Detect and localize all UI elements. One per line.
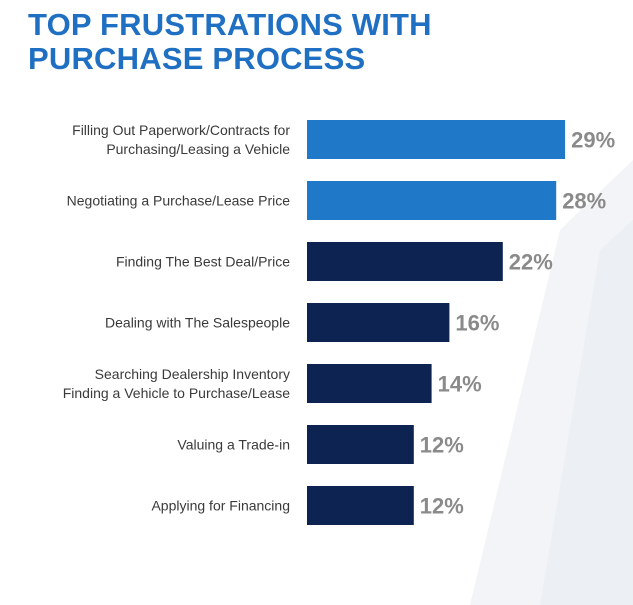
category-label: Finding a Vehicle to Purchase/Lease xyxy=(63,385,290,401)
bar xyxy=(307,242,503,281)
chart-title: TOP FRUSTRATIONS WITH PURCHASE PROCESS xyxy=(28,8,588,76)
category-label: Finding The Best Deal/Price xyxy=(116,254,290,270)
bar xyxy=(307,364,432,403)
chart-title-line-1: TOP FRUSTRATIONS WITH xyxy=(28,7,432,42)
category-label: Searching Dealership Inventory xyxy=(95,366,290,382)
value-label: 16% xyxy=(455,311,499,336)
value-label: 29% xyxy=(571,128,615,153)
category-label: Applying for Financing xyxy=(151,498,290,514)
bar xyxy=(307,425,414,464)
value-label: 12% xyxy=(420,494,464,519)
category-label: Negotiating a Purchase/Lease Price xyxy=(67,193,291,209)
category-label: Filling Out Paperwork/Contracts for xyxy=(72,122,290,138)
value-label: 28% xyxy=(562,189,606,214)
chart-title-line-2: PURCHASE PROCESS xyxy=(28,41,366,76)
category-label: Purchasing/Leasing a Vehicle xyxy=(106,141,290,157)
category-label: Dealing with The Salespeople xyxy=(105,315,290,331)
category-label: Valuing a Trade-in xyxy=(177,437,290,453)
value-label: 22% xyxy=(509,250,553,275)
bar xyxy=(307,120,566,159)
bar xyxy=(307,181,557,220)
value-label: 12% xyxy=(420,433,464,458)
bar xyxy=(307,486,414,525)
value-label: 14% xyxy=(438,372,482,397)
bar xyxy=(307,303,450,342)
